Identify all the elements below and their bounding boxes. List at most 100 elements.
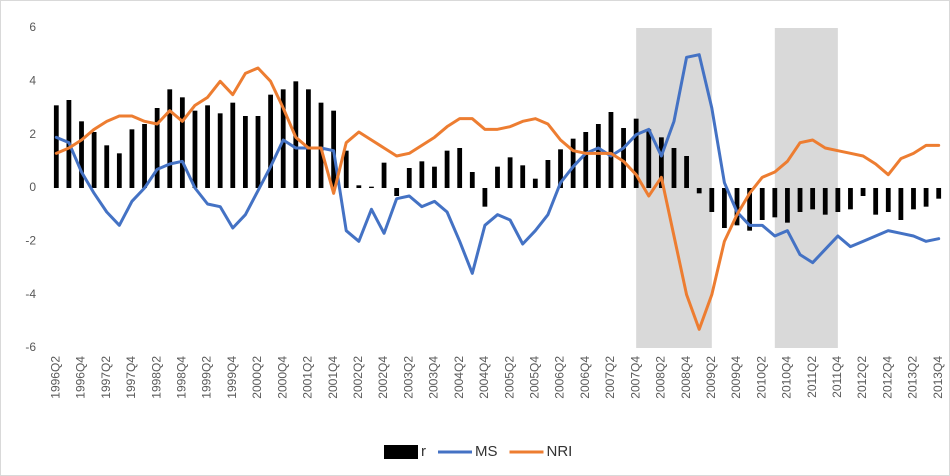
legend-label: MS xyxy=(475,443,498,460)
bar xyxy=(154,108,160,188)
bar xyxy=(129,129,135,188)
bar xyxy=(570,138,576,188)
x-tick-label: 1997Q4 xyxy=(124,356,138,399)
bar xyxy=(772,188,778,218)
bar xyxy=(936,188,942,199)
x-tick-label: 2011Q4 xyxy=(830,356,844,398)
bar xyxy=(242,116,248,188)
bar xyxy=(432,166,437,188)
y-tick-label: 4 xyxy=(29,74,36,88)
x-tick-label: 2008Q4 xyxy=(679,356,693,399)
y-tick-label: 6 xyxy=(29,20,36,34)
bar xyxy=(142,124,147,188)
x-tick-label: 2009Q4 xyxy=(729,356,743,399)
x-tick-label: 1998Q4 xyxy=(175,356,189,399)
x-tick-label: 2000Q2 xyxy=(250,356,264,399)
bar xyxy=(192,110,198,188)
bar xyxy=(306,89,311,188)
x-tick-label: 2007Q4 xyxy=(628,356,642,399)
x-tick-label: 2002Q4 xyxy=(376,356,390,399)
bar xyxy=(217,113,223,188)
x-tick-label: 2009Q2 xyxy=(704,356,718,399)
x-tick-label: 2004Q4 xyxy=(477,356,491,399)
x-tick-label: 1999Q2 xyxy=(200,356,214,399)
x-tick-label: 2012Q2 xyxy=(855,356,869,399)
bar xyxy=(633,118,639,188)
bar xyxy=(268,94,273,188)
bar xyxy=(658,137,664,188)
x-tick-label: 1998Q2 xyxy=(149,356,163,399)
x-tick-label: 1996Q2 xyxy=(48,356,62,399)
x-tick-label: 2012Q4 xyxy=(880,356,894,399)
bar xyxy=(822,188,828,215)
x-tick-label: 2004Q2 xyxy=(452,356,466,399)
bar xyxy=(923,188,929,207)
bar xyxy=(671,148,677,188)
bar xyxy=(595,124,601,188)
x-tick-label: 2010Q4 xyxy=(780,356,794,399)
bar xyxy=(835,188,841,212)
legend: r MS NRI xyxy=(384,443,572,460)
bar xyxy=(898,188,904,220)
bar xyxy=(911,188,916,210)
y-tick-label: 2 xyxy=(29,127,36,141)
bar xyxy=(545,160,551,188)
bar xyxy=(507,157,513,188)
shaded-period xyxy=(774,28,838,348)
bar xyxy=(482,188,488,207)
x-tick-label: 2005Q4 xyxy=(527,356,541,399)
x-tick-label: 1999Q4 xyxy=(225,356,239,399)
bar xyxy=(457,148,463,188)
bar xyxy=(759,188,765,220)
bar xyxy=(104,145,110,188)
bar xyxy=(179,97,185,188)
bar xyxy=(747,188,753,231)
x-tick-label: 2003Q4 xyxy=(427,356,441,399)
legend-swatch xyxy=(384,445,418,459)
bar xyxy=(734,188,740,226)
bar xyxy=(419,161,425,188)
bar xyxy=(369,186,374,188)
bar xyxy=(709,188,715,212)
bar xyxy=(873,188,879,215)
bar xyxy=(167,89,173,188)
y-tick-label: -2 xyxy=(25,234,36,248)
x-tick-label: 2007Q2 xyxy=(603,356,617,399)
bar xyxy=(53,105,59,188)
x-tick-label: 2013Q4 xyxy=(931,356,945,399)
bar xyxy=(230,102,236,188)
bar xyxy=(558,149,563,188)
bar xyxy=(785,188,790,223)
legend-label: r xyxy=(421,443,426,460)
bar xyxy=(722,188,727,228)
bar xyxy=(848,188,853,210)
bar xyxy=(532,178,538,188)
bar xyxy=(885,188,891,212)
y-tick-label: -4 xyxy=(25,287,36,301)
bar xyxy=(444,150,450,188)
bar xyxy=(810,188,816,210)
legend-label: NRI xyxy=(547,443,573,460)
bar xyxy=(495,166,500,188)
x-tick-label: 2010Q2 xyxy=(754,356,768,399)
bar xyxy=(255,116,261,188)
bar xyxy=(621,128,626,188)
bar xyxy=(343,150,349,188)
bar xyxy=(116,153,122,188)
line xyxy=(54,53,941,275)
x-tick-label: 2006Q2 xyxy=(553,356,567,399)
bar xyxy=(91,132,97,188)
bar xyxy=(684,156,689,188)
y-tick-label: 0 xyxy=(29,180,36,194)
line xyxy=(54,66,941,331)
bar xyxy=(797,188,803,212)
bar xyxy=(608,112,614,188)
x-tick-label: 2013Q2 xyxy=(906,356,920,399)
x-tick-label: 2001Q2 xyxy=(301,356,315,399)
bar xyxy=(318,102,324,188)
y-tick-label: -6 xyxy=(25,340,36,354)
x-tick-label: 1997Q2 xyxy=(99,356,113,399)
bar xyxy=(205,105,210,188)
x-tick-label: 2003Q2 xyxy=(401,356,415,399)
